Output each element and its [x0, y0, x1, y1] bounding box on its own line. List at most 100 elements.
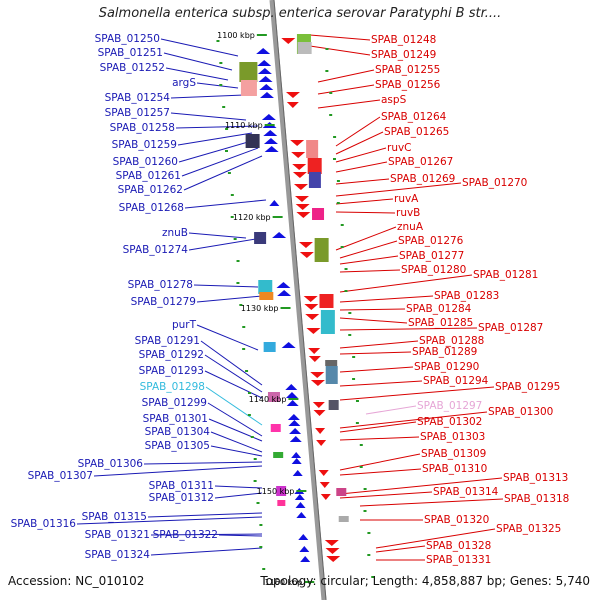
- gene-label-right[interactable]: SPAB_01331: [426, 554, 491, 566]
- gene-dot: [355, 422, 359, 424]
- label-connector: [196, 295, 263, 303]
- gene-label-right[interactable]: aspS: [381, 94, 407, 106]
- gene-label-left[interactable]: SPAB_01257: [105, 107, 170, 119]
- gene-dot: [333, 158, 336, 160]
- gene-label-right[interactable]: SPAB_01285: [408, 317, 473, 329]
- label-connector: [339, 453, 421, 471]
- gene-label-right[interactable]: SPAB_01310: [422, 463, 487, 475]
- gene-dot: [348, 312, 352, 314]
- gene-label-right[interactable]: SPAB_01300: [488, 406, 553, 418]
- gene-label-left[interactable]: SPAB_01250: [95, 33, 160, 45]
- gene-block: [267, 392, 280, 402]
- gene-label-left[interactable]: purT: [172, 319, 197, 331]
- label-connector: [335, 178, 390, 185]
- gene-label-right[interactable]: SPAB_01283: [434, 290, 499, 302]
- gene-label-right[interactable]: SPAB_01320: [424, 514, 489, 526]
- gene-label-right[interactable]: SPAB_01281: [473, 269, 538, 281]
- gene-label-right[interactable]: SPAB_01328: [426, 540, 491, 552]
- gene-label-left[interactable]: SPAB_01307: [28, 470, 93, 482]
- gene-label-right[interactable]: SPAB_01267: [388, 156, 453, 168]
- gene-label-right[interactable]: SPAB_01309: [421, 448, 486, 460]
- gene-label-right[interactable]: ruvB: [396, 207, 420, 219]
- gene-label-right[interactable]: SPAB_01289: [412, 346, 477, 358]
- gene-label-right[interactable]: SPAB_01303: [420, 431, 485, 443]
- gene-label-right[interactable]: SPAB_01302: [417, 416, 482, 428]
- gene-label-right[interactable]: SPAB_01256: [375, 79, 441, 91]
- gene-label-right[interactable]: SPAB_01313: [503, 472, 568, 484]
- label-connector: [339, 317, 408, 324]
- gene-block: [270, 424, 281, 432]
- gene-label-left[interactable]: SPAB_01315: [82, 511, 147, 523]
- label-connector: [339, 411, 488, 429]
- gene-label-left[interactable]: SPAB_01252: [100, 62, 165, 74]
- gene-label-right[interactable]: SPAB_01318: [504, 493, 569, 505]
- gene-label-left[interactable]: SPAB_01279: [131, 296, 196, 308]
- reverse-gene-arrow: [292, 164, 307, 170]
- gene-label-left[interactable]: SPAB_01311: [149, 480, 214, 492]
- gene-label-right[interactable]: SPAB_01288: [419, 335, 484, 347]
- gene-label-left[interactable]: SPAB_01251: [98, 47, 163, 59]
- gene-dot: [262, 568, 266, 570]
- forward-gene-arrow: [291, 458, 302, 464]
- gene-dot: [239, 304, 243, 306]
- gene-label-right[interactable]: SPAB_01290: [414, 361, 479, 373]
- gene-label-right[interactable]: SPAB_01284: [406, 303, 472, 315]
- gene-label-right[interactable]: SPAB_01280: [401, 264, 466, 276]
- gene-label-right[interactable]: ruvA: [394, 193, 419, 205]
- gene-label-left[interactable]: SPAB_01322: [153, 529, 218, 541]
- gene-label-right[interactable]: SPAB_01295: [495, 381, 560, 393]
- gene-block: [325, 360, 338, 366]
- gene-label-left[interactable]: SPAB_01304: [145, 426, 211, 438]
- gene-label-left[interactable]: SPAB_01292: [139, 349, 204, 361]
- gene-label-left[interactable]: SPAB_01321: [85, 529, 150, 541]
- gene-label-left[interactable]: SPAB_01293: [139, 365, 204, 377]
- gene-label-right[interactable]: SPAB_01276: [398, 235, 464, 247]
- gene-dot: [242, 348, 246, 350]
- gene-label-left[interactable]: SPAB_01312: [149, 492, 214, 504]
- gene-label-left[interactable]: SPAB_01258: [110, 122, 175, 134]
- gene-label-left[interactable]: SPAB_01274: [123, 244, 189, 256]
- gene-label-right[interactable]: SPAB_01265: [384, 126, 449, 138]
- gene-label-right[interactable]: znuA: [397, 221, 424, 233]
- gene-label-right[interactable]: SPAB_01287: [478, 322, 543, 334]
- gene-label-right[interactable]: SPAB_01249: [371, 49, 436, 61]
- gene-label-left[interactable]: SPAB_01299: [142, 397, 207, 409]
- gene-label-left[interactable]: SPAB_01278: [128, 279, 193, 291]
- gene-label-left[interactable]: argS: [172, 77, 196, 89]
- gene-label-left[interactable]: SPAB_01268: [119, 202, 184, 214]
- gene-label-left[interactable]: SPAB_01259: [112, 139, 177, 151]
- gene-dot: [253, 458, 257, 460]
- gene-label-left[interactable]: SPAB_01324: [85, 549, 151, 561]
- gene-label-left[interactable]: SPAB_01260: [113, 156, 178, 168]
- gene-label-left[interactable]: SPAB_01305: [145, 440, 210, 452]
- label-connector: [188, 232, 247, 239]
- gene-label-right[interactable]: SPAB_01294: [423, 375, 489, 387]
- gene-label-right[interactable]: SPAB_01264: [381, 111, 447, 123]
- gene-label-right[interactable]: SPAB_01277: [399, 250, 464, 262]
- reverse-gene-arrow: [325, 548, 340, 554]
- gene-label-right[interactable]: SPAB_01255: [375, 64, 440, 76]
- forward-gene-arrow: [289, 428, 302, 434]
- gene-label-left[interactable]: SPAB_01306: [78, 458, 144, 470]
- gene-labels[interactable]: SPAB_01250SPAB_01251SPAB_01252argSSPAB_0…: [11, 33, 570, 566]
- gene-dot: [225, 150, 228, 152]
- genome-backbone-shadow: [273, 0, 327, 600]
- gene-label-left[interactable]: SPAB_01262: [118, 184, 183, 196]
- gene-label-right[interactable]: SPAB_01269: [390, 173, 455, 185]
- gene-label-left[interactable]: SPAB_01316: [11, 518, 77, 530]
- gene-label-right[interactable]: ruvC: [387, 142, 412, 154]
- label-connector: [165, 67, 229, 81]
- gene-label-right[interactable]: SPAB_01314: [433, 486, 499, 498]
- label-connector: [339, 269, 401, 273]
- gene-label-right[interactable]: SPAB_01248: [371, 34, 436, 46]
- gene-label-right[interactable]: SPAB_01325: [496, 523, 561, 535]
- gene-label-left[interactable]: SPAB_01291: [135, 335, 200, 347]
- gene-dot: [216, 40, 220, 42]
- gene-label-left[interactable]: SPAB_01254: [105, 92, 171, 104]
- gene-label-left[interactable]: SPAB_01301: [143, 413, 208, 425]
- gene-label-left[interactable]: SPAB_01298: [140, 381, 205, 393]
- gene-label-right[interactable]: SPAB_01270: [462, 177, 527, 189]
- gene-label-left[interactable]: SPAB_01261: [116, 170, 181, 182]
- gene-label-right[interactable]: SPAB_01297: [417, 400, 482, 412]
- gene-label-left[interactable]: znuB: [162, 227, 188, 239]
